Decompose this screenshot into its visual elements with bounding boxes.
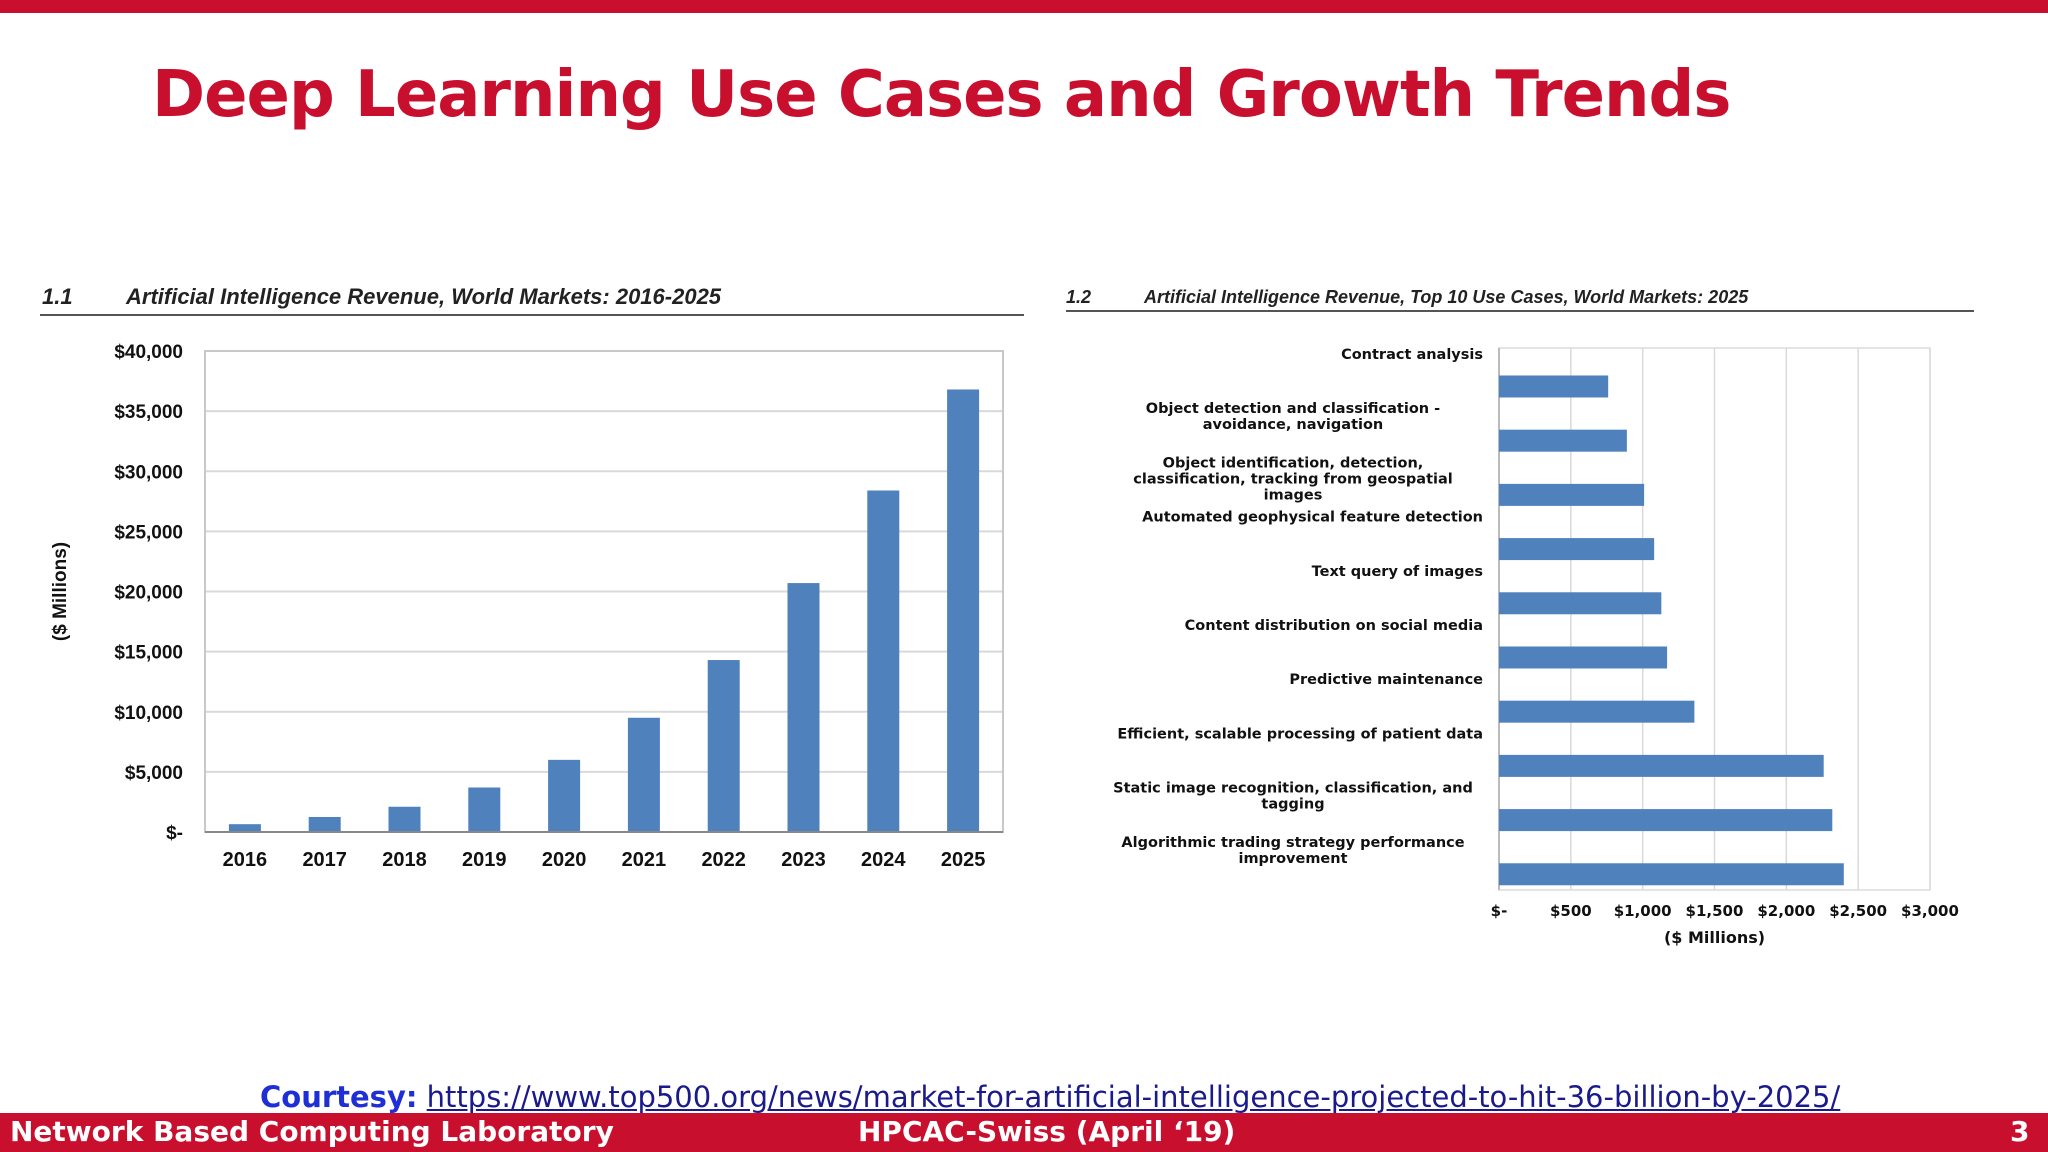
chart2-rule xyxy=(1066,310,1974,312)
courtesy-label: Courtesy: xyxy=(260,1080,418,1114)
use-case-bar xyxy=(1499,646,1668,669)
bar-2018 xyxy=(388,806,421,832)
footer-bar: Network Based Computing Laboratory HPCAC… xyxy=(0,1113,2048,1152)
bar-2023 xyxy=(787,583,820,832)
courtesy-link[interactable]: https://www.top500.org/news/market-for-a… xyxy=(426,1080,1841,1114)
category-label: improvement xyxy=(1238,851,1347,867)
revenue-bar-chart: $- $5,000 $10,000 $15,000 $20,000 $25,000 $30,… xyxy=(50,342,1004,871)
x-tick-label: $2,000 xyxy=(1757,902,1815,920)
footer-lab-name: Network Based Computing Laboratory xyxy=(10,1115,614,1148)
x-tick-label: 2025 xyxy=(941,849,986,871)
bar-2022 xyxy=(707,660,740,832)
x-tick-label: $1,500 xyxy=(1686,902,1744,920)
chart2-heading: 1.2 Artificial Intelligence Revenue, Top … xyxy=(1066,287,1748,308)
x-tick-label: 2024 xyxy=(861,849,906,871)
y-tick-label: $10,000 xyxy=(114,703,183,724)
bar-2020 xyxy=(548,759,581,832)
chart2-number: 1.2 xyxy=(1066,287,1092,307)
use-case-bar xyxy=(1499,863,1844,886)
use-case-bar xyxy=(1499,592,1662,615)
chart1-title: Artificial Intelligence Revenue, World M… xyxy=(126,284,722,309)
y-tick-label: $20,000 xyxy=(114,583,183,604)
footer-page-number: 3 xyxy=(2010,1115,2030,1148)
category-label: Automated geophysical feature detection xyxy=(1142,510,1483,526)
bar-2024 xyxy=(867,490,900,832)
x-tick-label: 2020 xyxy=(542,849,587,871)
y-tick-label: $30,000 xyxy=(114,462,183,483)
x-tick-label: 2018 xyxy=(382,849,427,871)
x-tick-label: 2017 xyxy=(302,849,347,871)
x-tick-label: $1,000 xyxy=(1614,902,1672,920)
category-label: Text query of images xyxy=(1312,564,1483,580)
bar-2019 xyxy=(468,787,501,832)
use-case-bar xyxy=(1499,700,1695,723)
use-case-bar xyxy=(1499,375,1609,398)
use-case-bar xyxy=(1499,754,1824,777)
x-tick-label: $2,500 xyxy=(1829,902,1887,920)
use-cases-bar-chart: $- $500 $1,000 $1,500 $2,000 $2,500 $3,000 Cont… xyxy=(1113,347,1959,947)
x-tick-label: 2019 xyxy=(462,849,507,871)
x-tick-label: 2021 xyxy=(622,849,667,871)
footer-event: HPCAC-Swiss (April ‘19) xyxy=(858,1115,1236,1148)
x-tick-label: $- xyxy=(1491,902,1508,920)
bar-2017 xyxy=(308,816,341,832)
category-label: Algorithmic trading strategy performance xyxy=(1121,835,1464,851)
x-axis-label: ($ Millions) xyxy=(1664,928,1765,947)
use-case-bar xyxy=(1499,538,1655,561)
y-tick-label: $40,000 xyxy=(114,342,183,363)
y-tick-label: $- xyxy=(166,823,183,844)
slide-title: Deep Learning Use Cases and Growth Trend… xyxy=(152,58,1731,132)
courtesy-line: Courtesy: https://www.top500.org/news/ma… xyxy=(260,1080,1840,1114)
bar-2025 xyxy=(947,389,980,832)
x-tick-label: 2016 xyxy=(223,849,268,871)
x-tick-label: 2023 xyxy=(781,849,826,871)
use-case-bar xyxy=(1499,809,1833,832)
category-label: classification, tracking from geospatial xyxy=(1133,471,1452,487)
chart2-title: Artificial Intelligence Revenue, Top 10 … xyxy=(1144,287,1749,307)
category-label: Contract analysis xyxy=(1341,347,1483,363)
chart1-heading: 1.1 Artificial Intelligence Revenue, Worl… xyxy=(42,284,721,310)
x-tick-label: $500 xyxy=(1550,902,1592,920)
y-tick-label: $35,000 xyxy=(114,402,183,423)
y-tick-label: $15,000 xyxy=(114,643,183,664)
chart1-number: 1.1 xyxy=(42,284,73,309)
y-tick-label: $25,000 xyxy=(114,522,183,543)
category-label: tagging xyxy=(1261,797,1324,813)
category-label: Static image recognition, classification… xyxy=(1113,781,1473,797)
category-label: Object identification, detection, xyxy=(1163,455,1424,471)
category-label: images xyxy=(1264,487,1323,503)
top-accent-bar xyxy=(0,0,2048,13)
x-tick-label: 2022 xyxy=(701,849,746,871)
category-label: Object detection and classification - xyxy=(1146,401,1440,417)
use-case-bar xyxy=(1499,429,1627,452)
category-label: Efficient, scalable processing of patien… xyxy=(1117,726,1483,742)
x-tick-label: $3,000 xyxy=(1901,902,1959,920)
chart1-rule xyxy=(40,314,1024,316)
bar-2016 xyxy=(228,824,261,832)
category-label: avoidance, navigation xyxy=(1203,417,1384,433)
category-label: Predictive maintenance xyxy=(1289,672,1483,688)
y-axis-label: ($ Millions) xyxy=(50,542,71,641)
category-label: Content distribution on social media xyxy=(1185,618,1483,634)
y-tick-label: $5,000 xyxy=(125,763,183,784)
bar-2021 xyxy=(627,717,660,832)
use-case-bar xyxy=(1499,483,1645,506)
